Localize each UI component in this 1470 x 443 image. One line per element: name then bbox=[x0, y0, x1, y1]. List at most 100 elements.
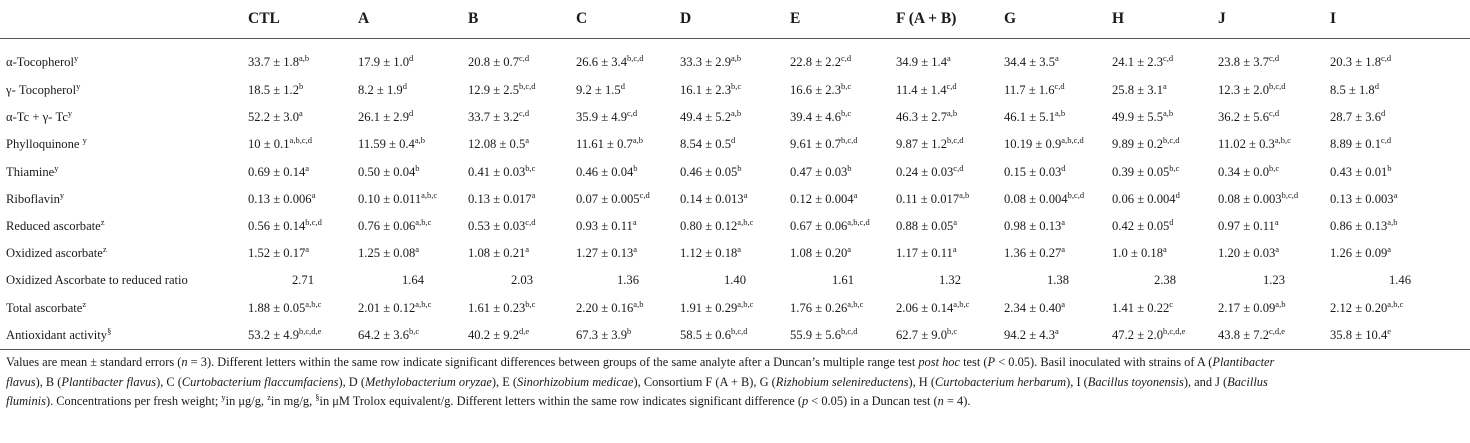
cell-value: 1.26 ± 0.09 bbox=[1330, 246, 1388, 261]
table-cell: 58.5 ± 0.6b,c,d bbox=[680, 322, 790, 350]
row-label-text: Antioxidant activity bbox=[6, 327, 108, 342]
cell-value: 40.2 ± 9.2 bbox=[468, 327, 519, 342]
footnote-text: ), E ( bbox=[491, 374, 518, 389]
significance-letters: a,b,c bbox=[421, 189, 438, 200]
significance-letters: b bbox=[415, 162, 420, 173]
cell-value: 0.47 ± 0.03 bbox=[790, 164, 848, 179]
table-cell: 0.11 ± 0.017a,b bbox=[896, 186, 1004, 213]
cell-value: 0.13 ± 0.003 bbox=[1330, 191, 1394, 206]
significance-letters: a,b,c,d bbox=[1061, 135, 1084, 146]
table-cell: 1.36 bbox=[576, 267, 680, 294]
table-cell: 23.8 ± 3.7c,d bbox=[1218, 39, 1330, 78]
cell-value: 0.93 ± 0.11 bbox=[576, 219, 633, 234]
table-cell: 1.27 ± 0.13a bbox=[576, 240, 680, 267]
table-cell: 33.3 ± 2.9a,b bbox=[680, 39, 790, 78]
significance-letters: c,d bbox=[519, 52, 530, 63]
cell-value: 35.8 ± 10.4 bbox=[1330, 327, 1388, 342]
table-cell: 1.46 bbox=[1330, 267, 1470, 294]
cell-value: 64.2 ± 3.6 bbox=[358, 327, 409, 342]
significance-letters: b,c,d bbox=[1281, 189, 1299, 200]
cell-value: 0.10 ± 0.011 bbox=[358, 191, 422, 206]
significance-letters: a,b bbox=[299, 52, 310, 63]
significance-letters: a bbox=[415, 244, 420, 255]
table-cell: 0.46 ± 0.04b bbox=[576, 159, 680, 186]
footnote-text: ), C ( bbox=[156, 374, 182, 389]
table-cell: 0.13 ± 0.017a bbox=[468, 186, 576, 213]
cell-value: 2.17 ± 0.09 bbox=[1218, 300, 1276, 315]
footnote-italic: p bbox=[801, 394, 809, 409]
table-row: α-Tocopheroly 33.7 ± 1.8a,b 17.9 ± 1.0d 20.… bbox=[0, 39, 1470, 78]
significance-letters: a bbox=[952, 244, 957, 255]
table-cell: 0.34 ± 0.0b,c bbox=[1218, 159, 1330, 186]
table-cell: 24.1 ± 2.3c,d bbox=[1112, 39, 1218, 78]
significance-letters: a,b,c bbox=[1274, 135, 1291, 146]
significance-letters: b,c,d,e bbox=[299, 325, 322, 336]
cell-value: 0.24 ± 0.03 bbox=[896, 164, 954, 179]
significance-letters: a bbox=[737, 244, 742, 255]
significance-letters: c,d bbox=[946, 80, 957, 91]
unit-superscript: z bbox=[100, 216, 105, 227]
cell-value: 0.08 ± 0.003 bbox=[1218, 191, 1282, 206]
table-cell: 49.9 ± 5.5a,b bbox=[1112, 104, 1218, 131]
significance-letters: a,b bbox=[633, 298, 644, 309]
unit-superscript: § bbox=[107, 325, 112, 336]
significance-letters: a bbox=[743, 189, 748, 200]
table-cell: 2.71 bbox=[248, 267, 358, 294]
significance-letters: c,d bbox=[841, 52, 852, 63]
table-cell: 39.4 ± 4.6b,c bbox=[790, 104, 896, 131]
table-cell: 2.17 ± 0.09a,b bbox=[1218, 295, 1330, 322]
table-cell: 9.61 ± 0.7b,c,d bbox=[790, 131, 896, 158]
cell-value: 9.2 ± 1.5 bbox=[576, 83, 621, 98]
cell-value: 0.07 ± 0.005 bbox=[576, 191, 640, 206]
significance-letters: b bbox=[737, 162, 742, 173]
column-header: I bbox=[1330, 10, 1337, 27]
significance-letters: c,d bbox=[953, 162, 964, 173]
significance-letters: b bbox=[627, 325, 632, 336]
significance-letters: b bbox=[299, 80, 304, 91]
cell-value: 25.8 ± 3.1 bbox=[1112, 83, 1163, 98]
table-cell: 8.5 ± 1.8d bbox=[1330, 77, 1470, 104]
table-cell: 25.8 ± 3.1a bbox=[1112, 77, 1218, 104]
significance-letters: a bbox=[1393, 189, 1398, 200]
row-label-text: Oxidized Ascorbate to reduced ratio bbox=[6, 273, 188, 288]
table-cell: 0.93 ± 0.11a bbox=[576, 213, 680, 240]
table-cell: 1.20 ± 0.03a bbox=[1218, 240, 1330, 267]
footnote-text: = 3). Different letters within the same … bbox=[187, 355, 919, 369]
cell-value: 1.61 bbox=[831, 273, 855, 288]
column-header: E bbox=[790, 10, 801, 27]
cell-value: 0.98 ± 0.13 bbox=[1004, 219, 1062, 234]
significance-letters: b,c,d bbox=[627, 52, 644, 63]
unit-superscript: y bbox=[82, 135, 87, 146]
column-header: F (A + B) bbox=[896, 10, 957, 27]
cell-value: 34.4 ± 3.5 bbox=[1004, 54, 1055, 69]
row-label: α-Tocopheroly bbox=[0, 39, 248, 78]
table-row: Antioxidant activity§ 53.2 ± 4.9b,c,d,e 64… bbox=[0, 322, 1470, 350]
footnote-text: ), B ( bbox=[35, 374, 62, 389]
significance-letters: d bbox=[1061, 162, 1066, 173]
footnote-species: Bacillus toyonensis bbox=[1087, 374, 1184, 389]
significance-letters: b,c,d bbox=[841, 325, 858, 336]
significance-letters: a,b bbox=[1275, 298, 1286, 309]
table-cell: 20.3 ± 1.8c,d bbox=[1330, 39, 1470, 78]
table-cell: 12.08 ± 0.5a bbox=[468, 131, 576, 158]
nutrient-table: CTL A B C D E F (A + B) G H J I α-Tocopheroly 33.7 … bbox=[0, 0, 1470, 350]
table-cell: 11.59 ± 0.4a,b bbox=[358, 131, 468, 158]
cell-value: 2.12 ± 0.20 bbox=[1330, 300, 1388, 315]
cell-value: 23.8 ± 3.7 bbox=[1218, 54, 1269, 69]
footnote-text: ), and J ( bbox=[1183, 374, 1228, 389]
significance-letters: a bbox=[633, 244, 638, 255]
table-cell: 0.56 ± 0.14b,c,d bbox=[248, 213, 358, 240]
table-cell: 0.86 ± 0.13a,b bbox=[1330, 213, 1470, 240]
column-header: A bbox=[358, 10, 370, 27]
unit-superscript: y bbox=[67, 108, 73, 119]
cell-value: 12.9 ± 2.5 bbox=[468, 83, 519, 98]
footnote-text: = 4). bbox=[943, 394, 971, 409]
header-row: CTL A B C D E F (A + B) G H J I bbox=[0, 0, 1470, 39]
table-cell: 0.15 ± 0.03d bbox=[1004, 159, 1112, 186]
column-header: C bbox=[576, 10, 588, 27]
cell-value: 16.6 ± 2.3 bbox=[790, 83, 841, 98]
significance-letters: c,d bbox=[1381, 135, 1392, 146]
cell-value: 9.89 ± 0.2 bbox=[1112, 137, 1163, 152]
table-cell: 35.9 ± 4.9c,d bbox=[576, 104, 680, 131]
cell-value: 0.13 ± 0.006 bbox=[248, 191, 312, 206]
